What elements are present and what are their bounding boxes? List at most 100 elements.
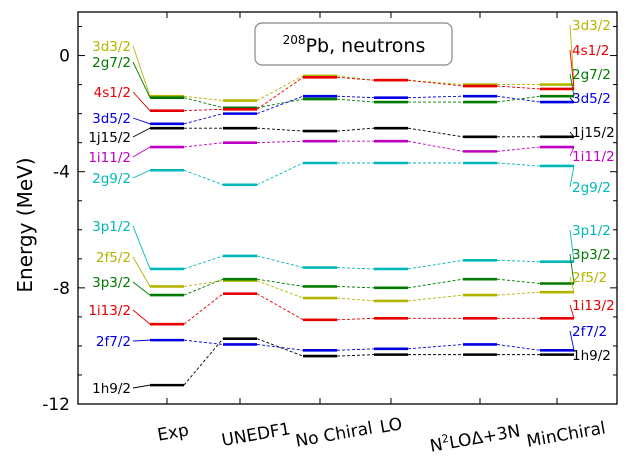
connector-4s1/2 xyxy=(183,108,224,112)
left-leader-1h9/2 xyxy=(132,384,151,389)
connector-3p1/2 xyxy=(336,267,375,270)
right-leader-1i13/2 xyxy=(569,304,575,319)
right-leader-3p3/2 xyxy=(569,253,575,284)
connector-3p1/2 xyxy=(256,255,304,268)
right-label-3d5/2: 3d5/2 xyxy=(572,91,611,107)
right-label-1j15/2: 1j15/2 xyxy=(572,125,615,141)
x-tick-label-nochiral: No Chiral xyxy=(294,418,374,451)
right-leader-2f7/2 xyxy=(569,330,575,351)
y-tick-label: -4 xyxy=(53,163,70,183)
left-leader-4s1/2 xyxy=(132,91,151,112)
x-axis-labels: Exp UNEDF1 No Chiral LO N2LOΔ+3N MinChir… xyxy=(156,414,607,457)
connector-2g9/2 xyxy=(256,162,304,186)
left-leader-2g7/2 xyxy=(132,61,151,98)
connector-2f7/2 xyxy=(183,339,224,345)
chart-title-main: Pb, neutrons xyxy=(306,35,426,57)
connector-1h9/2 xyxy=(183,338,224,386)
left-label-1h9/2: 1h9/2 xyxy=(92,381,131,397)
left-leader-2f7/2 xyxy=(132,339,151,342)
left-label-3d5/2: 3d5/2 xyxy=(92,111,131,127)
y-tick-label: 0 xyxy=(59,47,70,67)
connector-1i11/2 xyxy=(496,146,541,152)
right-label-2f5/2: 2f5/2 xyxy=(572,270,607,286)
x-tick-label-minchiral: MinChiral xyxy=(525,418,607,452)
left-label-2g9/2: 2g9/2 xyxy=(92,171,131,187)
right-leader-2g7/2 xyxy=(569,73,575,97)
connector-4s1/2 xyxy=(256,76,304,110)
right-label-3p3/2: 3p3/2 xyxy=(572,247,611,263)
connector-3p3/2 xyxy=(407,278,464,289)
connector-4s1/2 xyxy=(336,76,375,81)
connector-2f7/2 xyxy=(256,344,304,351)
right-label-1i13/2: 1i13/2 xyxy=(572,298,615,314)
right-label-3d3/2: 3d3/2 xyxy=(572,18,611,34)
axes-layer: 0 -4 -8 -12 xyxy=(42,11,618,415)
left-leader-3d3/2 xyxy=(132,45,151,97)
y-tick-label: -12 xyxy=(42,395,70,415)
left-label-4s1/2: 4s1/2 xyxy=(94,85,131,101)
connector-4s1/2 xyxy=(496,85,541,90)
connector-3p1/2 xyxy=(496,259,541,263)
left-leader-3d5/2 xyxy=(132,117,151,125)
left-leader-1j15/2 xyxy=(132,127,151,138)
right-leader-3d3/2 xyxy=(569,24,575,85)
left-leader-2f5/2 xyxy=(132,256,151,287)
y-axis-label: Energy (MeV) xyxy=(13,157,37,292)
connector-layer xyxy=(183,75,541,386)
connector-3p3/2 xyxy=(336,285,375,289)
connector-3d5/2 xyxy=(496,95,541,103)
plot-frame xyxy=(77,11,618,405)
left-label-3p3/2: 3p3/2 xyxy=(92,275,131,291)
right-leader-4s1/2 xyxy=(569,49,575,89)
connector-1i13/2 xyxy=(336,317,375,321)
connector-2g7/2 xyxy=(183,97,224,109)
x-tick-label-n2lo: N2LOΔ+3N xyxy=(428,419,522,457)
left-label-1i11/2: 1i11/2 xyxy=(88,150,131,166)
connector-1i13/2 xyxy=(256,293,304,321)
chart-title: 208Pb, neutrons xyxy=(283,33,426,57)
left-label-3d3/2: 3d3/2 xyxy=(92,39,131,55)
right-label-2g9/2: 2g9/2 xyxy=(572,180,611,196)
connector-3p3/2 xyxy=(256,278,304,287)
connector-3d3/2 xyxy=(183,95,224,102)
right-label-1h9/2: 1h9/2 xyxy=(572,348,611,364)
connector-2f7/2 xyxy=(336,348,375,351)
connector-1i11/2 xyxy=(183,142,224,148)
left-label-2f7/2: 2f7/2 xyxy=(96,334,131,350)
connector-2f7/2 xyxy=(407,344,464,350)
connector-2f5/2 xyxy=(336,297,375,302)
connector-1h9/2 xyxy=(336,354,375,357)
connector-1j15/2 xyxy=(256,127,304,132)
left-label-3p1/2: 3p1/2 xyxy=(92,219,131,235)
chart-title-superscript: 208 xyxy=(283,33,306,47)
left-leader-3p1/2 xyxy=(132,225,151,270)
x-tick-label-n2lo-rest: LOΔ+3N xyxy=(448,421,522,453)
right-label-2f7/2: 2f7/2 xyxy=(572,324,607,340)
connector-2f5/2 xyxy=(256,280,304,299)
connector-3p3/2 xyxy=(183,278,224,296)
connector-1i13/2 xyxy=(183,293,224,325)
y-tick-label: -8 xyxy=(53,279,70,299)
connector-1i11/2 xyxy=(407,140,464,152)
right-label-4s1/2: 4s1/2 xyxy=(572,43,609,59)
right-label-1i11/2: 1i11/2 xyxy=(572,149,615,165)
connector-2f7/2 xyxy=(496,344,541,351)
left-label-1j15/2: 1j15/2 xyxy=(88,130,131,146)
connector-3d5/2 xyxy=(183,113,224,125)
right-leader-3p1/2 xyxy=(569,229,575,262)
x-tick-label-lo: LO xyxy=(378,414,403,438)
left-leader-2g9/2 xyxy=(132,169,151,179)
right-leader-3d5/2 xyxy=(569,97,575,103)
connector-1j15/2 xyxy=(336,127,375,132)
right-leader-1j15/2 xyxy=(569,131,575,138)
x-tick-label-n2lo-sup: 2 xyxy=(441,432,450,446)
connector-3d3/2 xyxy=(407,79,464,86)
level-labels-layer: 3d3/22g7/24s1/23d5/21j15/21i11/22g9/23p1… xyxy=(88,18,614,397)
left-label-1i13/2: 1i13/2 xyxy=(88,303,131,319)
connector-4s1/2 xyxy=(407,79,464,87)
left-label-2f5/2: 2f5/2 xyxy=(96,250,131,266)
connector-2f5/2 xyxy=(496,291,541,296)
connector-3d5/2 xyxy=(336,95,375,99)
right-leader-1i11/2 xyxy=(569,146,575,157)
connector-3d5/2 xyxy=(256,95,304,115)
